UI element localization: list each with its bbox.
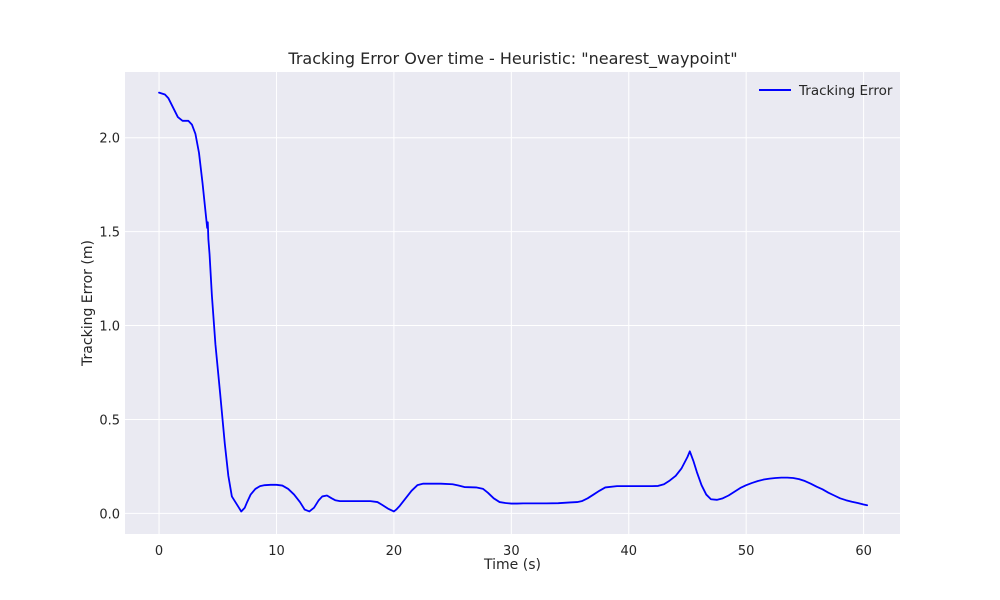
x-tick-label: 40 — [620, 544, 637, 559]
legend: Tracking Error — [759, 83, 893, 99]
x-tick-label: 10 — [268, 544, 285, 559]
y-axis-label: Tracking Error (m) — [80, 240, 96, 367]
x-tick-label: 20 — [386, 544, 403, 559]
chart-title: Tracking Error Over time - Heuristic: "n… — [287, 49, 737, 69]
y-tick-labels: 0.0 0.5 1.0 1.5 2.0 — [99, 132, 120, 523]
y-tick-label: 1.5 — [99, 226, 120, 241]
series-layer — [158, 91, 869, 513]
x-tick-labels: 0 10 20 30 40 50 60 — [155, 544, 872, 559]
x-tick-label: 50 — [738, 544, 755, 559]
series-line-tracking-error — [158, 91, 869, 513]
y-tick-label: 1.0 — [99, 320, 120, 335]
x-tick-label: 30 — [503, 544, 520, 559]
plot-area — [125, 72, 900, 534]
y-tick-label: 0.5 — [99, 413, 120, 428]
x-axis-label: Time (s) — [483, 557, 541, 573]
x-gridlines — [158, 72, 865, 534]
y-tick-label: 2.0 — [99, 132, 120, 147]
legend-label-tracking-error: Tracking Error — [798, 83, 893, 99]
y-tick-label: 0.0 — [99, 507, 120, 522]
x-tick-label: 60 — [855, 544, 872, 559]
y-gridlines — [125, 137, 900, 514]
x-tick-label: 0 — [155, 544, 163, 559]
